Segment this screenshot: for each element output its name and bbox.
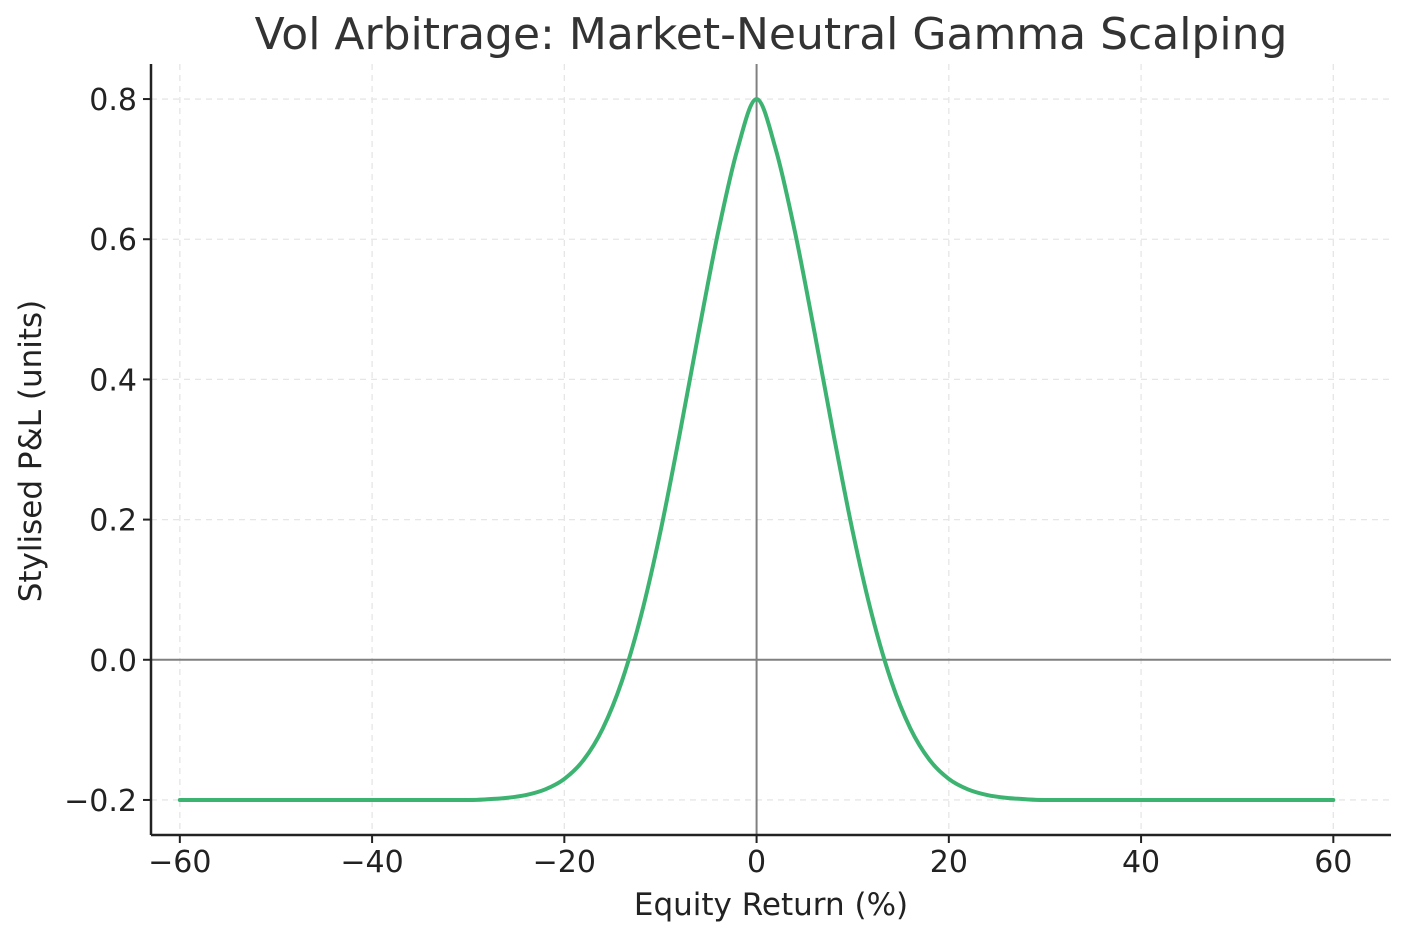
y-tick-label: −0.2 <box>64 784 137 819</box>
chart-title: Vol Arbitrage: Market-Neutral Gamma Scal… <box>255 9 1288 60</box>
pnl-series-line <box>177 97 1336 803</box>
y-tick-label: 0.2 <box>89 504 137 539</box>
x-tick-label: −40 <box>340 845 403 880</box>
ticks: −60 −40 −20 0 20 40 60 −0.2 0.0 0.2 0.4 0.6 0.8 <box>64 83 1352 880</box>
x-tick-label: 60 <box>1314 845 1352 880</box>
x-tick-label: 20 <box>930 845 968 880</box>
y-tick-label: 0.8 <box>89 83 137 118</box>
grid <box>151 64 1391 835</box>
axes <box>149 64 1391 837</box>
series-layer <box>177 97 1336 803</box>
x-tick-label: −20 <box>533 845 596 880</box>
x-tick-label: 0 <box>747 845 766 880</box>
y-tick-label: 0.4 <box>89 363 137 398</box>
y-tick-label: 0.0 <box>89 644 137 679</box>
x-tick-label: 40 <box>1122 845 1160 880</box>
y-tick-label: 0.6 <box>89 223 137 258</box>
reference-lines <box>151 64 1391 835</box>
y-axis-label: Stylised P&L (units) <box>13 300 49 603</box>
x-tick-label: −60 <box>148 845 211 880</box>
x-axis-label: Equity Return (%) <box>634 887 908 923</box>
